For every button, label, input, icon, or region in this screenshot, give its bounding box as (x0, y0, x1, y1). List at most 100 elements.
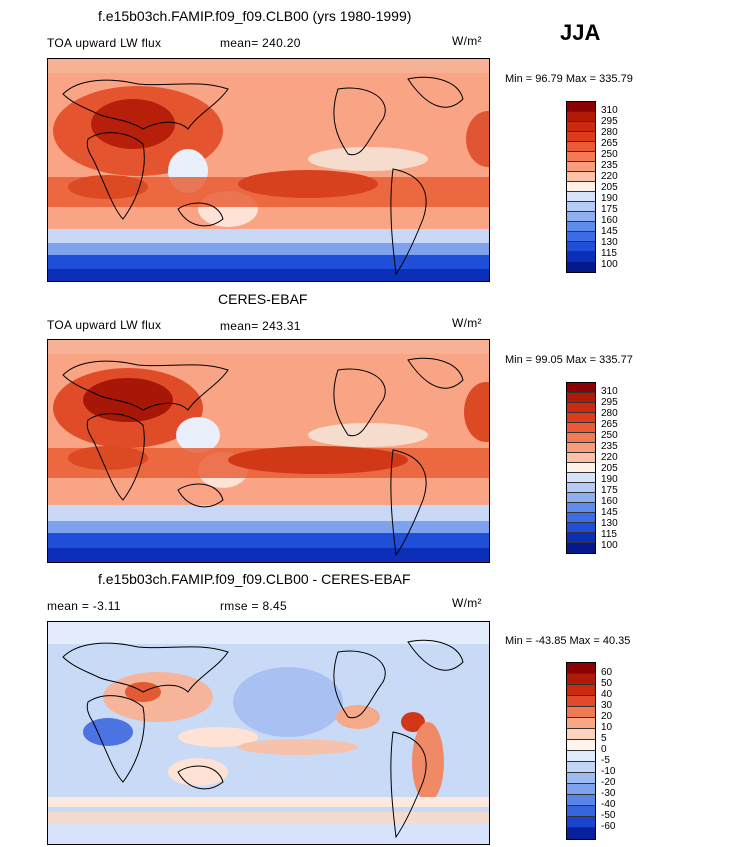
colorbar-tick-label: 175 (601, 485, 618, 496)
colorbar-tick-label: 250 (601, 149, 618, 160)
colorbar-tick-label: 145 (601, 507, 618, 518)
panel1-colorbar-swatch (567, 162, 595, 172)
panel3-colorbar-swatch (567, 729, 595, 740)
panel3-colorbar-swatch (567, 762, 595, 773)
panel3-colorbar-swatch (567, 817, 595, 828)
panel1-colorbar-swatch (567, 252, 595, 262)
panel2-colorbar-swatch (567, 403, 595, 413)
colorbar-tick-label: 60 (601, 667, 613, 678)
panel2-title: CERES-EBAF (218, 291, 308, 307)
colorbar-tick-label: 295 (601, 397, 618, 408)
colorbar-tick-label: 310 (601, 386, 618, 397)
panel2-units-label: W/m² (452, 316, 482, 330)
panel3-colorbar (566, 662, 596, 840)
panel1-colorbar-swatch (567, 152, 595, 162)
panel3-colorbar-swatch (567, 751, 595, 762)
colorbar-tick-label: 235 (601, 441, 618, 452)
panel1-minmax: Min = 96.79 Max = 335.79 (505, 73, 633, 85)
colorbar-tick-label: 40 (601, 689, 613, 700)
panel2-map (47, 339, 490, 563)
panel2-colorbar-swatch (567, 393, 595, 403)
colorbar-tick-label: 30 (601, 700, 613, 711)
colorbar-tick-label: 310 (601, 105, 618, 116)
colorbar-tick-label: 220 (601, 171, 618, 182)
panel2-colorbar-swatch (567, 423, 595, 433)
panel1-colorbar-swatch (567, 202, 595, 212)
panel2-colorbar-swatch (567, 443, 595, 453)
panel1-colorbar-swatch (567, 132, 595, 142)
colorbar-tick-label: 20 (601, 711, 613, 722)
panel3-rmse-label: rmse = 8.45 (220, 599, 287, 613)
panel3-map (47, 621, 490, 845)
colorbar-tick-label: 100 (601, 540, 618, 551)
panel2-colorbar-swatch (567, 483, 595, 493)
panel1-colorbar-swatch (567, 212, 595, 222)
panel2-colorbar-swatch (567, 433, 595, 443)
panel3-mean-label: mean = -3.11 (47, 599, 121, 613)
panel3-title: f.e15b03ch.FAMIP.f09_f09.CLB00 - CERES-E… (98, 571, 411, 587)
panel2-minmax: Min = 99.05 Max = 335.77 (505, 354, 633, 366)
panel2-colorbar-swatch (567, 383, 595, 393)
panel1-colorbar-swatch (567, 262, 595, 272)
colorbar-tick-label: 250 (601, 430, 618, 441)
season-label: JJA (560, 20, 601, 45)
panel2-colorbar-swatch (567, 413, 595, 423)
colorbar-tick-label: 130 (601, 237, 618, 248)
panel1-colorbar-swatch (567, 222, 595, 232)
panel3-colorbar-swatch (567, 718, 595, 729)
colorbar-tick-label: 0 (601, 744, 607, 755)
colorbar-tick-label: 265 (601, 138, 618, 149)
panel1-colorbar-swatch (567, 142, 595, 152)
colorbar-tick-label: 205 (601, 463, 618, 474)
panel3-colorbar-swatch (567, 674, 595, 685)
panel1-colorbar-swatch (567, 232, 595, 242)
colorbar-tick-label: 5 (601, 733, 607, 744)
panel1-colorbar-swatch (567, 192, 595, 202)
panel1-mean-label: mean= 240.20 (220, 36, 301, 50)
colorbar-tick-label: -40 (601, 799, 616, 810)
panel3-minmax: Min = -43.85 Max = 40.35 (505, 635, 631, 647)
colorbar-tick-label: 265 (601, 419, 618, 430)
colorbar-tick-label: -30 (601, 788, 616, 799)
colorbar-tick-label: 160 (601, 215, 618, 226)
colorbar-tick-label: 100 (601, 259, 618, 270)
panel2-colorbar-swatch (567, 523, 595, 533)
colorbar-tick-label: 115 (601, 248, 617, 259)
panel1-colorbar-swatch (567, 122, 595, 132)
colorbar-tick-label: 190 (601, 193, 618, 204)
colorbar-tick-label: 130 (601, 518, 618, 529)
colorbar-tick-label: 235 (601, 160, 618, 171)
panel2-colorbar-swatch (567, 533, 595, 543)
panel2-colorbar (566, 382, 596, 554)
colorbar-tick-label: 175 (601, 204, 618, 215)
colorbar-tick-label: 115 (601, 529, 617, 540)
panel1-colorbar-swatch (567, 242, 595, 252)
panel2-mean-label: mean= 243.31 (220, 319, 301, 333)
colorbar-tick-label: 220 (601, 452, 618, 463)
panel3-colorbar-swatch (567, 806, 595, 817)
panel3-colorbar-swatch (567, 784, 595, 795)
colorbar-tick-label: 190 (601, 474, 618, 485)
colorbar-tick-label: 10 (601, 722, 613, 733)
panel1-map (47, 58, 490, 282)
colorbar-tick-label: 205 (601, 182, 618, 193)
colorbar-tick-label: -20 (601, 777, 616, 788)
colorbar-tick-label: -10 (601, 766, 616, 777)
panel3-colorbar-swatch (567, 696, 595, 707)
panel1-colorbar-swatch (567, 182, 595, 192)
panel2-colorbar-swatch (567, 503, 595, 513)
panel2-colorbar-swatch (567, 513, 595, 523)
panel1-colorbar-swatch (567, 102, 595, 112)
colorbar-tick-label: -5 (601, 755, 610, 766)
colorbar-tick-label: 280 (601, 127, 618, 138)
panel1-title: f.e15b03ch.FAMIP.f09_f09.CLB00 (yrs 1980… (98, 8, 412, 24)
panel1-colorbar-swatch (567, 112, 595, 122)
colorbar-tick-label: 280 (601, 408, 618, 419)
panel3-colorbar-swatch (567, 707, 595, 718)
panel3-colorbar-swatch (567, 663, 595, 674)
panel1-variable-label: TOA upward LW flux (47, 36, 162, 50)
panel3-colorbar-swatch (567, 828, 595, 839)
panel2-colorbar-swatch (567, 543, 595, 553)
colorbar-tick-label: -50 (601, 810, 616, 821)
panel3-colorbar-swatch (567, 740, 595, 751)
